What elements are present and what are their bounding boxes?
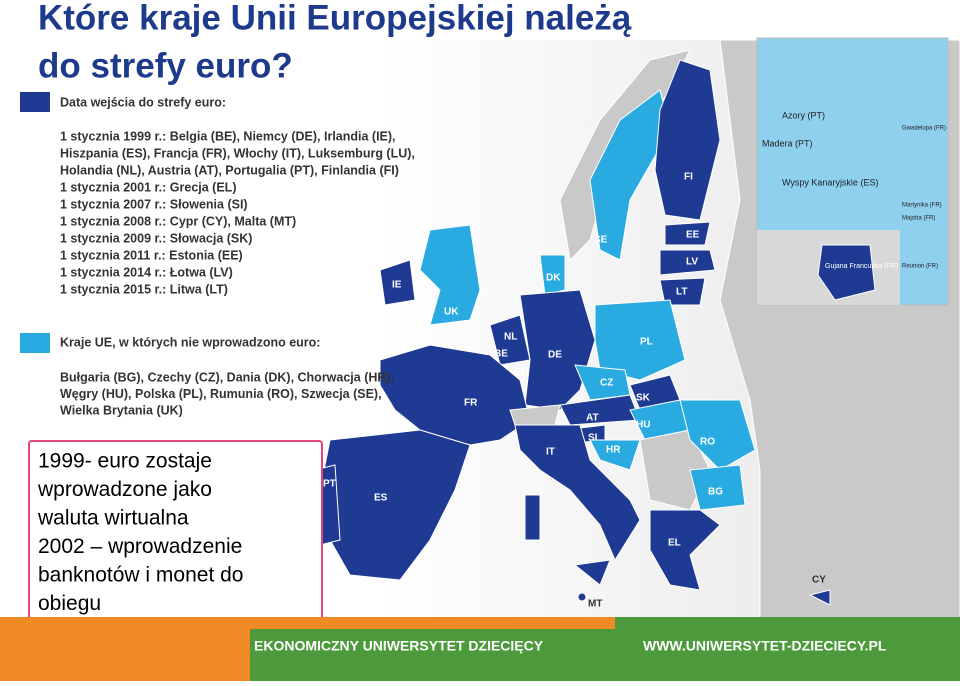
footer-right: WWW.UNIWERSYTET-DZIECIECY.PL [643, 638, 887, 654]
legend-line: 1 stycznia 2015 r.: Litwa (LT) [60, 282, 228, 296]
legend-line: Holandia (NL), Austria (AT), Portugalia … [60, 163, 399, 177]
country-label: IT [546, 447, 555, 458]
country-label: EL [668, 538, 681, 549]
legend-line: 1 stycznia 2008 r.: Cypr (CY), Malta (MT… [60, 214, 296, 228]
country-label: BG [708, 487, 723, 498]
legend-line: 1 stycznia 2014 r.: Łotwa (LV) [60, 265, 233, 279]
note-line: wprowadzone jako [37, 478, 212, 501]
legend-line: Bułgaria (BG), Czechy (CZ), Dania (DK), … [60, 370, 394, 384]
country-label: HR [606, 445, 621, 456]
inset-label: Wyspy Kanaryjskie (ES) [782, 177, 878, 187]
country-label: RO [700, 437, 715, 448]
country-label: SI [588, 433, 598, 444]
legend-list: Bułgaria (BG), Czechy (CZ), Dania (DK), … [60, 370, 394, 417]
country-label: LU [515, 368, 528, 379]
inset-label: Gwadelupa (FR) [902, 126, 946, 132]
legend-line: 1 stycznia 2001 r.: Grecja (EL) [60, 180, 236, 194]
inset-label: Gujana Francuska (FR) [825, 263, 898, 270]
note-line: waluta wirtualna [37, 507, 189, 530]
country-labels: FI SE EE LV LT DK IE UK NL BE LU DE PL C… [323, 172, 826, 610]
country-label: AT [586, 413, 599, 424]
legend-line: 1 stycznia 2009 r.: Słowacja (SK) [60, 231, 252, 245]
country-label: FI [684, 172, 693, 183]
legend-line: Hiszpania (ES), Francja (FR), Włochy (IT… [60, 146, 415, 160]
country-label: CZ [600, 378, 613, 389]
legend-line: Węgry (HU), Polska (PL), Rumunia (RO), S… [60, 387, 382, 401]
footer-band [0, 617, 250, 681]
legend-line: 1 stycznia 2011 r.: Estonia (EE) [60, 248, 243, 262]
inset-label: Majotta (FR) [902, 216, 935, 222]
country-label: HU [636, 420, 650, 431]
country-label: PL [640, 337, 653, 348]
legend-heading: Data wejścia do strefy euro: [60, 95, 226, 109]
country-label: EE [686, 230, 700, 241]
note: 1999- euro zostaje wprowadzone jako waluta… [37, 450, 243, 616]
country-label: DK [546, 273, 561, 284]
inset-label: Madera (PT) [762, 138, 813, 148]
note-line: obiegu [38, 592, 101, 615]
note-line: banknotów i monet do [38, 564, 243, 587]
footer-left: EKONOMICZNY UNIWERSYTET DZIECIĘCY [254, 638, 544, 654]
inset-panel: Azory (PT) Madera (PT) Wyspy Kanaryjskie… [756, 37, 949, 306]
inset-label: Reunion (FR) [902, 264, 938, 270]
footer-band [615, 617, 960, 681]
country-label: LV [686, 257, 698, 268]
legend-swatch [20, 92, 50, 112]
country-label: UK [444, 307, 459, 318]
inset-label: Azory (PT) [782, 110, 825, 120]
legend-line: 1 stycznia 2007 r.: Słowenia (SI) [60, 197, 248, 211]
country-label: CY [812, 575, 826, 586]
country-label: LT [676, 287, 687, 298]
country-label: NL [504, 332, 517, 343]
legend-line: 1 stycznia 1999 r.: Belgia (BE), Niemcy … [60, 129, 396, 143]
title: do strefy euro? [38, 46, 293, 85]
country-label: SK [636, 393, 651, 404]
country-label: SE [594, 235, 608, 246]
country-label: PT [323, 479, 336, 490]
footer-band [250, 617, 615, 629]
country-label: DE [548, 350, 562, 361]
country-label: FR [464, 398, 478, 409]
legend-heading: Kraje UE, w których nie wprowadzono euro… [60, 335, 320, 349]
country-label: ES [374, 493, 388, 504]
legend-list: 1 stycznia 1999 r.: Belgia (BE), Niemcy … [60, 129, 415, 296]
country-label: MT [588, 599, 602, 610]
note-line: 2002 – wprowadzenie [38, 535, 242, 558]
note-line: 1999- euro zostaje [38, 450, 212, 473]
title: Które kraje Unii Europejskiej należą [38, 0, 632, 37]
country-label: BE [494, 349, 508, 360]
country-label: IE [392, 280, 402, 291]
legend-line: Wielka Brytania (UK) [60, 403, 183, 417]
footer-band [250, 629, 615, 681]
inset-label: Martynika (FR) [902, 203, 942, 209]
legend-swatch [20, 333, 50, 353]
